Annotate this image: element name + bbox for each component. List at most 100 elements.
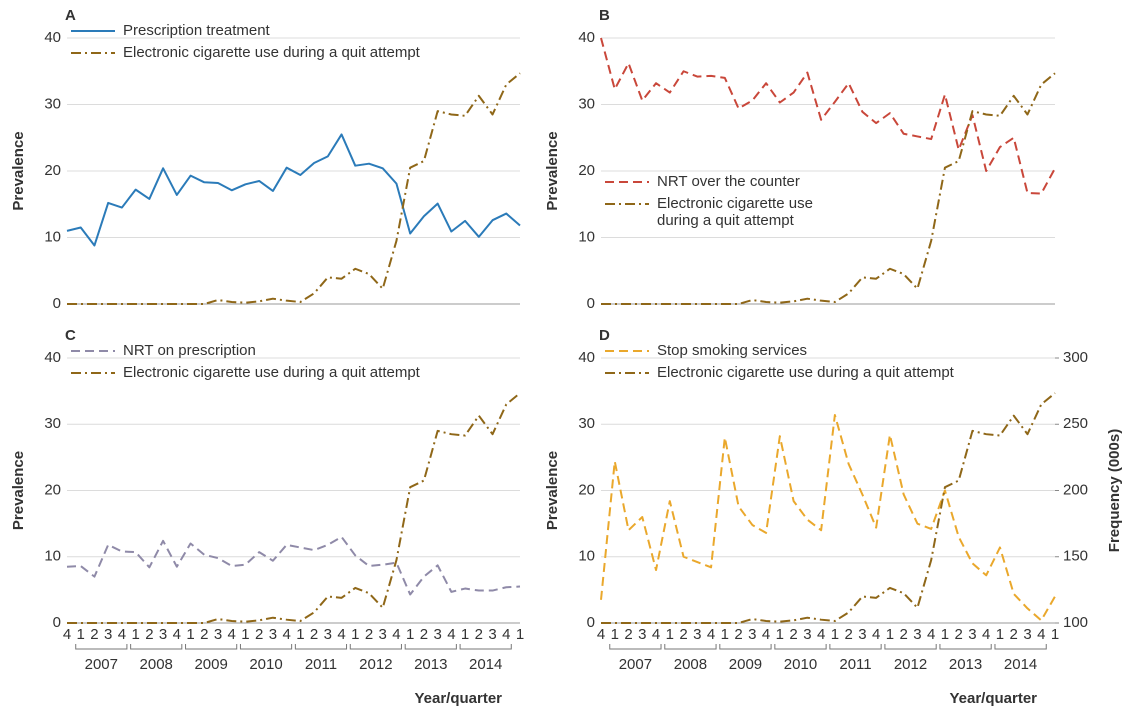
x-tick-label: 1	[186, 626, 194, 643]
legend-swatch	[605, 372, 649, 374]
series-line	[601, 392, 1056, 624]
year-label: 2008	[140, 656, 173, 673]
y-axis-label: Prevalence	[544, 451, 561, 530]
series-line	[67, 72, 521, 305]
y-tick-label: 30	[578, 415, 595, 432]
y-tick-label: 30	[44, 95, 61, 112]
x-tick-label: 4	[927, 626, 935, 643]
legend-text: Electronic cigarette use during a quit a…	[657, 195, 813, 229]
year-bracket	[130, 644, 183, 650]
y-tick-label: 30	[578, 95, 595, 112]
x-tick-label: 4	[173, 626, 181, 643]
legend-item: Stop smoking services	[603, 342, 1023, 359]
x-tick-label: 1	[886, 626, 894, 643]
series-line	[66, 535, 521, 596]
x-tick-label: 4	[707, 626, 715, 643]
y-tick-label: 10	[44, 548, 61, 565]
year-label: 2013	[949, 656, 982, 673]
year-bracket	[994, 644, 1047, 650]
x-tick-label: 2	[420, 626, 428, 643]
x-tick-label: 1	[131, 626, 139, 643]
x-tick-label: 2	[200, 626, 208, 643]
y-tick-label: 0	[53, 614, 61, 631]
legend-text: Prescription treatment	[123, 22, 270, 39]
x-tick-label: 3	[214, 626, 222, 643]
x-tick-label: 2	[679, 626, 687, 643]
y-axis-label: Prevalence	[10, 131, 27, 210]
series-line	[600, 37, 1056, 195]
x-tick-label: 4	[817, 626, 825, 643]
x-tick-label: 3	[379, 626, 387, 643]
year-bracket	[664, 644, 717, 650]
x-tick-label: 2	[789, 626, 797, 643]
x-tick-label: 2	[624, 626, 632, 643]
panel-label: C	[65, 327, 76, 344]
x-tick-label: 3	[433, 626, 441, 643]
x-axis-label: Year/quarter	[949, 690, 1037, 707]
panel-label: D	[599, 327, 610, 344]
series-line	[600, 413, 1056, 622]
year-label: 2013	[414, 656, 447, 673]
x-axis-label: Year/quarter	[414, 690, 502, 707]
x-tick-label: 2	[365, 626, 373, 643]
x-tick-label: 4	[228, 626, 236, 643]
x-tick-label: 2	[90, 626, 98, 643]
legend-text: NRT on prescription	[123, 342, 256, 359]
x-tick-label: 3	[913, 626, 921, 643]
x-tick-label: 1	[77, 626, 85, 643]
x-tick-label: 4	[282, 626, 290, 643]
x-tick-label: 1	[351, 626, 359, 643]
year-label: 2007	[619, 656, 652, 673]
x-tick-label: 4	[337, 626, 345, 643]
year-label: 2011	[305, 656, 337, 673]
x-tick-label: 4	[1037, 626, 1045, 643]
y-tick-label: 30	[44, 415, 61, 432]
legend-swatch	[605, 203, 649, 205]
x-tick-label: 3	[803, 626, 811, 643]
x-tick-label: 1	[406, 626, 414, 643]
y2-tick-label: 300	[1063, 349, 1088, 366]
y-tick-label: 10	[578, 548, 595, 565]
year-label: 2014	[1004, 656, 1037, 673]
y-tick-label: 0	[53, 295, 61, 312]
x-tick-label: 4	[982, 626, 990, 643]
x-tick-label: 1	[1051, 626, 1059, 643]
y-tick-label: 10	[578, 228, 595, 245]
x-tick-label: 4	[652, 626, 660, 643]
year-bracket	[939, 644, 992, 650]
x-tick-label: 1	[666, 626, 674, 643]
x-tick-label: 4	[118, 626, 126, 643]
x-tick-label: 3	[693, 626, 701, 643]
x-tick-label: 2	[310, 626, 318, 643]
year-bracket	[774, 644, 827, 650]
x-tick-label: 1	[996, 626, 1004, 643]
y2-tick-label: 100	[1063, 614, 1088, 631]
x-tick-label: 3	[1023, 626, 1031, 643]
x-tick-label: 3	[858, 626, 866, 643]
x-tick-label: 1	[721, 626, 729, 643]
x-tick-label: 3	[488, 626, 496, 643]
legend-swatch	[71, 52, 115, 54]
x-tick-label: 4	[447, 626, 455, 643]
legend-text: Stop smoking services	[657, 342, 808, 359]
year-label: 2012	[894, 656, 927, 673]
panel-label: B	[599, 7, 610, 24]
y-tick-label: 0	[587, 614, 595, 631]
x-tick-label: 3	[159, 626, 167, 643]
legend-item: Electronic cigarette use during a quit a…	[69, 44, 489, 61]
year-label: 2007	[85, 656, 118, 673]
panel-label: A	[65, 7, 76, 24]
legend-item: Electronic cigarette use during a quit a…	[69, 364, 489, 381]
x-tick-label: 2	[734, 626, 742, 643]
year-bracket	[884, 644, 937, 650]
year-bracket	[185, 644, 238, 650]
year-label: 2009	[729, 656, 762, 673]
series-line	[67, 392, 521, 624]
x-tick-label: 3	[968, 626, 976, 643]
legend-swatch	[71, 372, 115, 374]
x-tick-label: 4	[762, 626, 770, 643]
x-tick-label: 2	[1010, 626, 1018, 643]
legend-item: Electronic cigarette use during a quit a…	[603, 195, 853, 229]
y-tick-label: 0	[587, 295, 595, 312]
